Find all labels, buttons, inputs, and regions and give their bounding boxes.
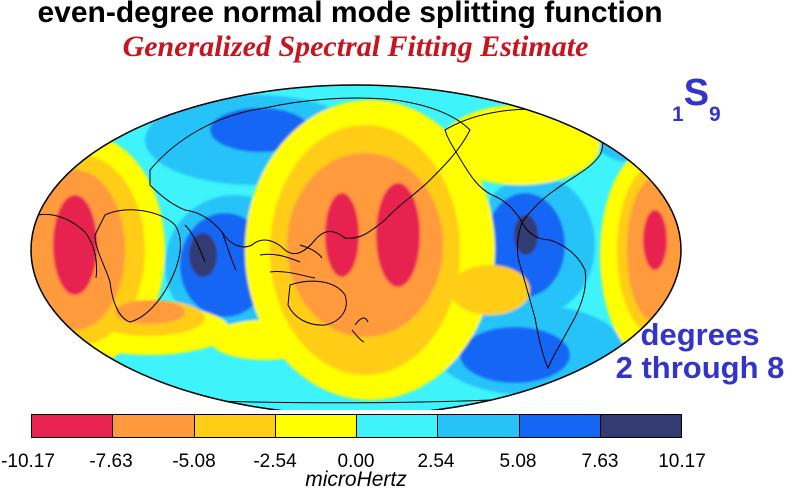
colorbar-segment — [519, 415, 601, 437]
colorbar-tick: -2.54 — [253, 451, 297, 472]
colorbar-segment — [32, 415, 114, 437]
plot-subtitle: Generalized Spectral Fitting Estimate — [122, 30, 589, 63]
degrees-line-1: degrees — [640, 317, 760, 352]
colorbar-segment — [600, 415, 681, 437]
colorbar-segment — [275, 415, 357, 437]
colorbar-tick: 2.54 — [417, 451, 455, 472]
mode-label: 1S9 — [672, 72, 721, 127]
colorbar-tick: 10.17 — [658, 451, 706, 472]
degrees-label: degrees 2 through 8 — [612, 318, 788, 384]
map-field — [31, 85, 681, 410]
colorbar-segment — [113, 415, 195, 437]
colorbar-unit: microHertz — [305, 468, 407, 491]
colorbar-tick: -7.63 — [89, 451, 133, 472]
mode-overtone: 1 — [672, 103, 684, 126]
colorbar-ticks: -10.17 -7.63 -5.08 -2.54 0.00 2.54 5.08 … — [0, 451, 791, 473]
degrees-line-2: 2 through 8 — [615, 350, 785, 385]
colorbar-tick: 0.00 — [337, 451, 375, 472]
mode-degree: 9 — [709, 103, 721, 126]
colorbar-segment — [357, 415, 439, 437]
colorbar-tick: 7.63 — [581, 451, 619, 472]
colorbar-tick: 5.08 — [499, 451, 537, 472]
colorbar-segment — [194, 415, 276, 437]
plot-title: even-degree normal mode splitting functi… — [37, 0, 663, 29]
colorbar-segment — [438, 415, 520, 437]
mode-type: S — [683, 72, 710, 114]
map-outline — [30, 84, 682, 410]
colorbar — [31, 414, 682, 438]
colorbar-tick: -10.17 — [1, 451, 55, 472]
splitting-function-map — [30, 84, 682, 410]
colorbar-tick: -5.08 — [172, 451, 216, 472]
